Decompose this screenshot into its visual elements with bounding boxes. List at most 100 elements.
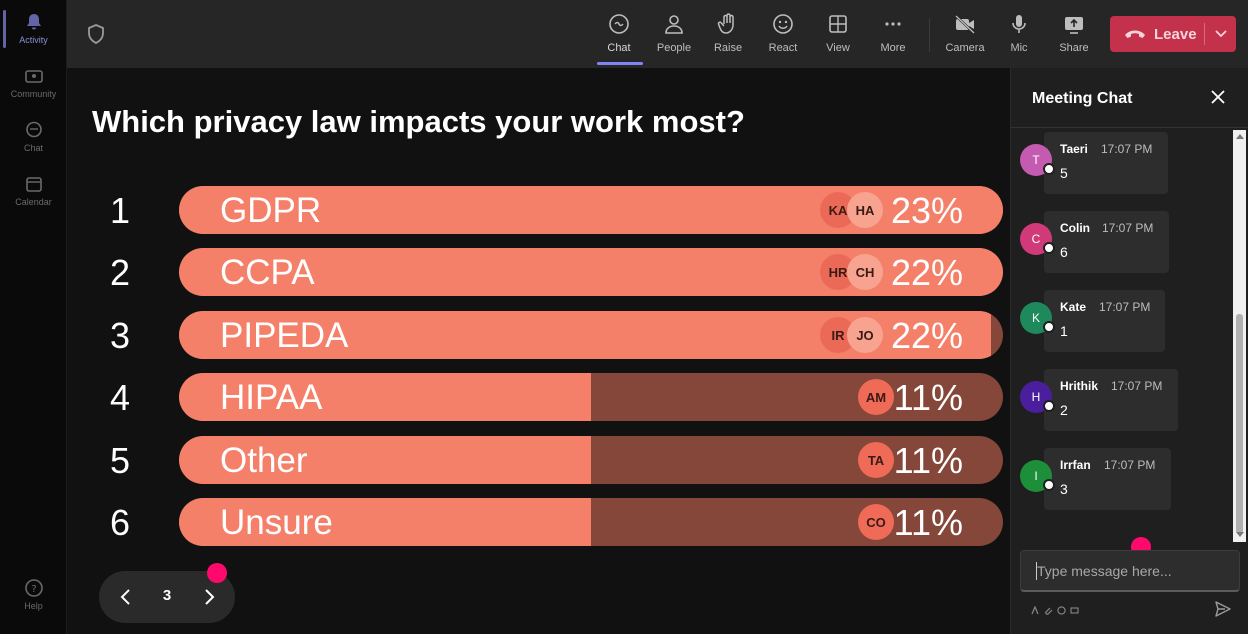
rail-item-chat[interactable]: Chat	[0, 120, 67, 172]
rail-label: Chat	[23, 143, 43, 153]
format-icon[interactable]	[1031, 602, 1040, 615]
page-number: 3	[162, 587, 172, 604]
voter-avatar: AM	[858, 379, 894, 415]
leave-label: Leave	[1154, 25, 1197, 43]
svg-text:?: ?	[31, 584, 36, 595]
option-rank: 4	[109, 377, 131, 418]
toolbar-label: More	[880, 42, 906, 54]
voter-avatar: CO	[858, 504, 894, 540]
option-label: GDPR	[220, 191, 322, 230]
scroll-thumb[interactable]	[1236, 314, 1243, 534]
sender-name: Colin	[1060, 221, 1090, 235]
option-bar: Unsure CO 11%	[179, 498, 1003, 546]
app-rail: Activity Community Chat Calendar ? Help	[0, 0, 67, 634]
leave-options-button[interactable]	[1205, 16, 1236, 52]
presence-dot	[1043, 163, 1055, 175]
poll-option-1[interactable]: 1 GDPR KA HA 23%	[67, 186, 1010, 234]
toolbar-share-button[interactable]: Share	[1046, 12, 1102, 62]
toolbar-label: Camera	[945, 42, 985, 54]
scroll-down-arrow[interactable]	[1236, 532, 1244, 537]
rail-item-help[interactable]: ? Help	[0, 578, 67, 630]
option-label: Unsure	[220, 503, 333, 542]
poll-option-6[interactable]: 6 Unsure CO 11%	[67, 498, 1010, 546]
poll-option-3[interactable]: 3 PIPEDA IR JO 22%	[67, 311, 1010, 359]
presence-dot	[1043, 479, 1055, 491]
option-percent: 22%	[890, 252, 963, 293]
send-icon[interactable]	[1214, 600, 1232, 618]
chevron-right-icon[interactable]	[197, 585, 221, 609]
option-bar: Other TA 11%	[179, 436, 1003, 484]
scroll-up-arrow[interactable]	[1236, 134, 1244, 139]
toolbar-divider	[929, 18, 930, 52]
calendar-icon	[25, 177, 42, 192]
message-input[interactable]	[1020, 550, 1240, 592]
message-text: 3	[1060, 481, 1068, 497]
close-icon[interactable]	[1209, 88, 1227, 106]
poll-option-4[interactable]: 4 HIPAA AM 11%	[67, 373, 1010, 421]
toolbar-label: Chat	[607, 42, 631, 54]
phone-hangup-icon	[1125, 30, 1145, 38]
toolbar-people-button[interactable]: People	[646, 12, 702, 62]
option-rank: 6	[109, 502, 131, 543]
option-label: Other	[220, 441, 308, 480]
option-percent: 11%	[893, 440, 963, 481]
rail-label: Calendar	[15, 197, 52, 207]
toolbar-mic-button[interactable]: Mic	[991, 12, 1047, 62]
attach-icon[interactable]	[1044, 602, 1053, 615]
rail-label: Community	[10, 89, 57, 99]
chat-message: K Kate 17:07 PM 1	[1011, 290, 1241, 354]
toolbar-view-button[interactable]: View	[810, 12, 866, 62]
option-percent: 22%	[890, 315, 963, 356]
toolbar-raise-button[interactable]: Raise	[700, 12, 756, 62]
camera-off-icon	[955, 15, 975, 34]
option-label: PIPEDA	[220, 316, 349, 355]
toolbar-camera-button[interactable]: Camera	[937, 12, 993, 62]
option-percent: 23%	[890, 190, 963, 231]
presence-dot	[1043, 242, 1055, 254]
chat-scrollbar[interactable]	[1233, 130, 1246, 542]
leave-button[interactable]: Leave	[1110, 16, 1236, 52]
bell-icon	[26, 14, 41, 30]
rail-label: Help	[24, 601, 43, 611]
toolbar-label: React	[768, 42, 798, 54]
poll-option-5[interactable]: 5 Other TA 11%	[67, 436, 1010, 484]
option-bar: GDPR KA HA 23%	[179, 186, 1003, 234]
option-bar-fill	[179, 373, 591, 421]
option-bar-fill	[179, 498, 591, 546]
chat-header: Meeting Chat	[1011, 68, 1248, 128]
rail-item-activity[interactable]: Activity	[0, 12, 67, 64]
cursor-indicator-dot	[207, 563, 227, 583]
chat-icon	[609, 14, 629, 34]
leave-main[interactable]: Leave	[1110, 16, 1204, 52]
message-bubble	[1044, 448, 1171, 510]
people-icon	[665, 15, 683, 34]
toolbar-label: View	[826, 42, 850, 54]
option-label: HIPAA	[220, 378, 323, 417]
option-bar: HIPAA AM 11%	[179, 373, 1003, 421]
grid-view-icon	[829, 15, 847, 33]
message-time: 17:07 PM	[1104, 458, 1156, 472]
message-time: 17:07 PM	[1099, 300, 1151, 314]
toolbar-chat-button[interactable]: Chat	[591, 12, 647, 62]
gif-icon[interactable]	[1070, 602, 1079, 614]
message-text: 1	[1060, 323, 1068, 339]
option-percent: 11%	[893, 502, 963, 543]
emoji-icon[interactable]	[1057, 602, 1066, 615]
leave-separator	[1204, 23, 1205, 45]
voter-avatar: CH	[847, 254, 883, 290]
chevron-down-icon	[1214, 30, 1227, 38]
chat-message: C Colin 17:07 PM 6	[1011, 211, 1241, 275]
rail-item-community[interactable]: Community	[0, 66, 67, 118]
poll-option-2[interactable]: 2 CCPA HR CH 22%	[67, 248, 1010, 296]
poll-stage: Which privacy law impacts your work most…	[67, 68, 1010, 634]
sender-name: Kate	[1060, 300, 1087, 314]
message-time: 17:07 PM	[1102, 221, 1154, 235]
shield-icon	[88, 24, 104, 44]
chevron-left-icon[interactable]	[114, 585, 138, 609]
toolbar-react-button[interactable]: React	[755, 12, 811, 62]
compose-toolbar	[1031, 602, 1079, 615]
toolbar-more-button[interactable]: More	[865, 12, 921, 62]
raise-hand-icon	[717, 13, 734, 34]
active-tab-indicator	[597, 62, 643, 65]
rail-item-calendar[interactable]: Calendar	[0, 174, 67, 226]
